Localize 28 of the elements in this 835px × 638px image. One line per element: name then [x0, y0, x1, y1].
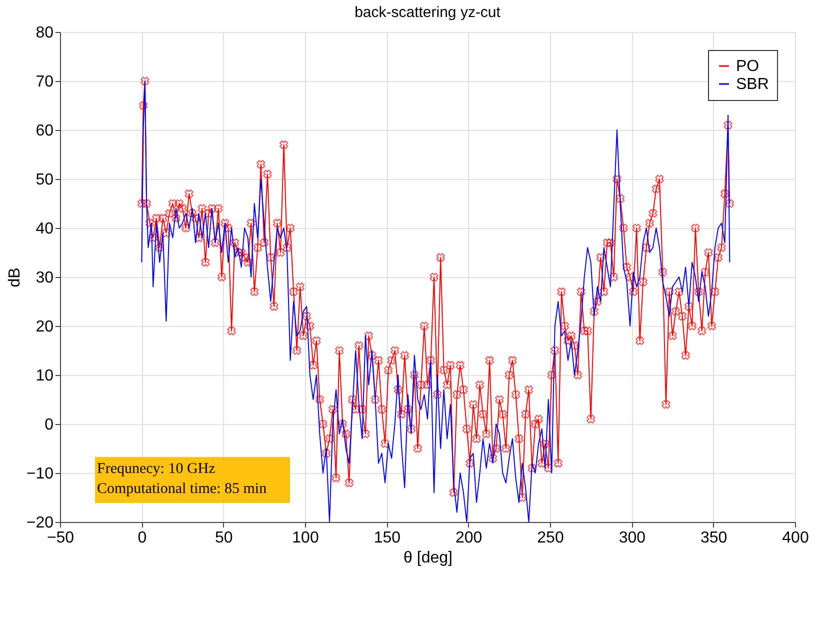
legend-label: SBR — [736, 76, 769, 93]
y-tick-label: 0 — [44, 416, 54, 434]
chart-title: back-scattering yz-cut — [354, 4, 502, 21]
y-axis-title: dB — [6, 268, 24, 288]
y-tick-label: 30 — [36, 270, 54, 286]
y-tick-label: 80 — [36, 24, 54, 42]
y-tick-label: 60 — [36, 122, 54, 140]
x-tick-label: 200 — [455, 530, 482, 546]
y-tick-label: 50 — [36, 172, 54, 188]
y-tick-label: 70 — [36, 74, 54, 90]
x-tick-label: 400 — [782, 530, 809, 546]
x-tick-label: 250 — [537, 530, 564, 546]
x-tick-label: 0 — [138, 530, 147, 546]
legend-label: PO — [736, 58, 760, 75]
x-tick-label: 350 — [700, 530, 728, 546]
y-tick-label: 10 — [36, 368, 54, 384]
x-axis-title: θ [deg] — [404, 550, 452, 566]
y-tick-label: 40 — [36, 220, 54, 238]
x-tick-label: −50 — [46, 530, 74, 546]
y-tick-label: −10 — [26, 466, 54, 482]
x-tick-label: 100 — [292, 530, 319, 546]
x-tick-label: 150 — [374, 530, 401, 546]
annotation: Frequnecy: 10 GHz — [97, 461, 216, 477]
y-tick-label: 20 — [36, 318, 54, 336]
x-tick-label: 300 — [618, 530, 646, 546]
y-tick-label: −20 — [26, 514, 54, 532]
x-tick-label: 50 — [214, 530, 233, 546]
annotation: Computational time: 85 min — [97, 481, 268, 497]
